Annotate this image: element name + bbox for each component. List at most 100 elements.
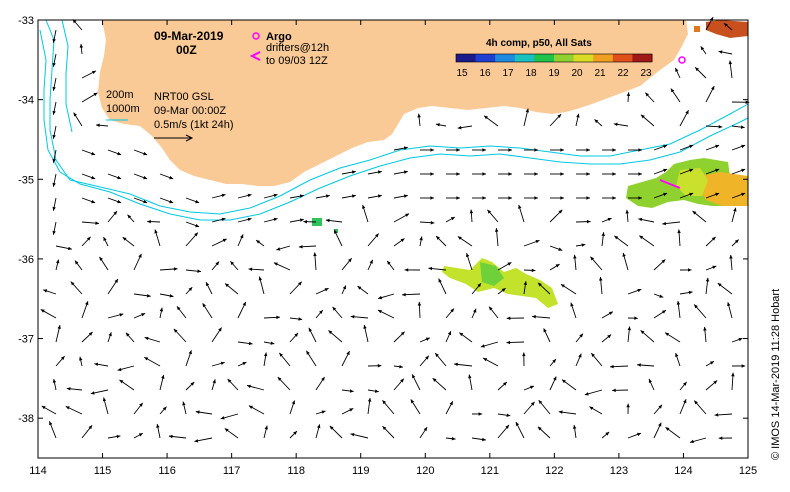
current-arrow <box>472 172 486 176</box>
current-arrow <box>246 384 265 391</box>
current-arrow <box>81 301 89 319</box>
current-arrow <box>117 365 135 372</box>
current-arrow <box>628 196 642 200</box>
current-arrow <box>70 281 83 295</box>
current-arrow <box>549 376 557 391</box>
colorbar-segment <box>475 54 496 62</box>
x-tick-label: 123 <box>610 465 628 477</box>
current-arrow <box>81 236 91 247</box>
map-hour: 00Z <box>176 43 197 57</box>
current-arrow <box>289 281 303 295</box>
colorbar-segment <box>554 54 575 62</box>
current-arrow <box>417 113 421 127</box>
current-arrow <box>411 374 421 391</box>
current-arrow <box>576 172 590 176</box>
current-arrow <box>55 325 61 343</box>
current-arrow <box>159 374 165 391</box>
current-arrow <box>224 428 239 439</box>
current-arrow <box>679 144 694 151</box>
current-arrow <box>524 172 538 176</box>
current-arrow <box>497 424 510 439</box>
sst-patch-small <box>312 218 322 226</box>
current-arrow <box>576 148 590 152</box>
current-arrow <box>305 350 317 367</box>
map-date: 09-Mar-2019 <box>154 29 224 43</box>
colorbar-ticks: 15 16 17 18 19 20 21 22 23 <box>456 68 652 79</box>
current-arrow <box>731 239 739 247</box>
plot-frame <box>37 19 749 459</box>
current-arrow <box>523 108 529 127</box>
x-tick-label: 120 <box>416 465 434 477</box>
current-arrow <box>55 259 60 271</box>
current-arrow <box>524 196 538 200</box>
current-arrow <box>211 261 220 271</box>
current-arrow <box>497 287 506 295</box>
current-arrow <box>133 197 148 204</box>
current-arrow <box>159 293 174 298</box>
current-arrow <box>662 221 681 226</box>
colorbar-segment <box>593 54 614 62</box>
current-arrow <box>679 192 694 199</box>
current-arrow <box>362 204 369 223</box>
current-arrow <box>550 172 564 176</box>
current-arrow <box>404 268 421 272</box>
current-arrow <box>428 266 447 271</box>
current-arrow <box>506 340 525 345</box>
current-arrow <box>315 309 324 319</box>
current-arrow <box>705 380 718 391</box>
current-arrow <box>393 170 408 175</box>
current-arrow <box>393 364 404 369</box>
current-arrow <box>125 332 135 343</box>
current-arrow <box>122 236 135 247</box>
current-arrow <box>670 88 681 103</box>
current-arrow <box>524 148 538 152</box>
argo-float-marker <box>678 56 686 64</box>
current-arrow <box>377 293 395 300</box>
colorbar-tick-label: 21 <box>594 68 606 79</box>
current-arrow <box>185 269 202 273</box>
colorbar-segment <box>632 54 653 62</box>
current-arrow <box>435 235 447 247</box>
current-arrow <box>367 233 380 247</box>
current-arrow <box>393 146 408 151</box>
current-arrow <box>224 283 239 295</box>
current-arrow <box>468 374 473 391</box>
current-arrow <box>445 401 454 415</box>
colorbar-tick-label: 15 <box>456 68 468 79</box>
current-arrow <box>308 327 317 343</box>
current-arrow <box>454 362 473 367</box>
current-arrow <box>367 397 372 415</box>
current-arrow <box>182 401 187 415</box>
current-arrow <box>357 285 369 295</box>
current-arrow <box>173 328 187 343</box>
isobath-1000m <box>39 29 749 221</box>
current-arrow <box>315 410 326 415</box>
isobath-gulf <box>61 19 73 133</box>
current-arrow <box>185 197 200 204</box>
current-arrow <box>263 193 278 199</box>
current-arrow <box>622 252 629 271</box>
current-arrow <box>693 400 707 415</box>
x-tick-label: 118 <box>287 465 305 477</box>
current-arrow <box>602 148 616 152</box>
current-arrow <box>727 302 733 319</box>
current-arrow <box>248 405 265 415</box>
current-arrow <box>419 426 428 439</box>
current-arrow <box>538 399 551 415</box>
current-arrow <box>133 173 148 180</box>
current-arrow <box>627 432 642 439</box>
current-arrow <box>679 110 689 127</box>
current-arrow <box>731 144 746 151</box>
current-arrow <box>537 282 551 295</box>
current-arrow <box>446 172 460 176</box>
current-arrow <box>185 286 193 295</box>
current-arrow <box>723 22 733 31</box>
current-arrow <box>602 196 616 200</box>
current-arrow <box>627 288 642 295</box>
current-arrow <box>159 197 174 204</box>
current-arrow <box>731 168 746 175</box>
current-arrow <box>127 214 135 223</box>
current-arrow <box>594 119 603 127</box>
current-arrow <box>248 267 265 271</box>
current-arrow <box>341 257 353 271</box>
